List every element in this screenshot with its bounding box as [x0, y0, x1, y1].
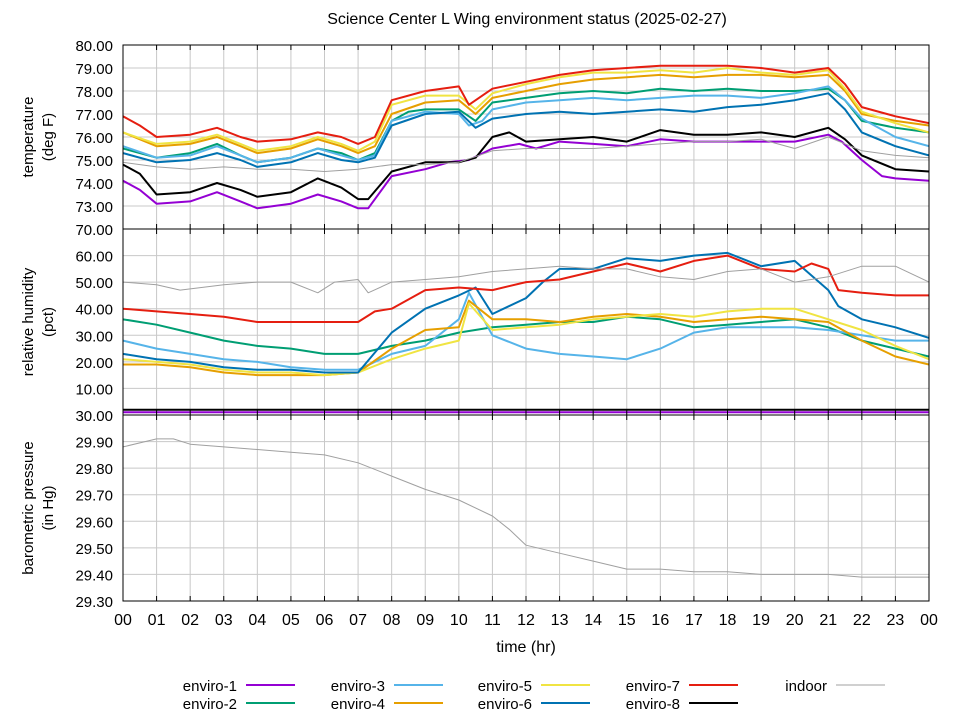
- legend-item-indoor: indoor: [785, 678, 885, 695]
- y-tick-label: 78.00: [75, 84, 113, 101]
- x-tick-label: 16: [651, 612, 669, 629]
- series-line-enviro-4: [123, 299, 929, 377]
- y-tick-label: 29.40: [75, 567, 113, 584]
- series-line-enviro-3: [123, 85, 929, 164]
- y-tick-label: 77.00: [75, 107, 113, 124]
- x-tick-label: 01: [148, 612, 166, 629]
- legend-item-enviro-4: enviro-4: [331, 696, 443, 713]
- y-tick-label: 30.00: [75, 328, 113, 345]
- legend-label: enviro-2: [183, 696, 237, 713]
- x-tick-label: 00: [114, 612, 132, 629]
- series-line-enviro-6: [123, 251, 929, 374]
- y-tick-label: 80.00: [75, 38, 113, 55]
- y-axis-label: relative humidity: [20, 267, 37, 376]
- series-group: [123, 438, 929, 578]
- y-axis-label: barometric pressure: [20, 441, 37, 574]
- y-tick-label: 75.00: [75, 153, 113, 170]
- y-tick-label: 29.30: [75, 594, 113, 611]
- x-tick-label: 12: [517, 612, 535, 629]
- legend-label: enviro-4: [331, 696, 385, 713]
- series-line-enviro-7: [123, 64, 929, 145]
- legend-label: enviro-5: [478, 678, 532, 695]
- x-tick-label: 03: [215, 612, 233, 629]
- x-tick-label: 04: [248, 612, 266, 629]
- series-line-enviro-5: [123, 67, 929, 152]
- x-tick-label: 23: [887, 612, 905, 629]
- legend-item-enviro-8: enviro-8: [626, 696, 738, 713]
- legend-item-enviro-3: enviro-3: [331, 678, 443, 695]
- legend-item-enviro-2: enviro-2: [183, 696, 295, 713]
- series-line-enviro-7: [123, 254, 929, 323]
- y-tick-label: 74.00: [75, 176, 113, 193]
- legend-label: enviro-7: [626, 678, 680, 695]
- y-tick-label: 73.00: [75, 199, 113, 216]
- y-tick-label: 29.70: [75, 488, 113, 505]
- x-tick-label: 19: [752, 612, 770, 629]
- x-tick-label: 00: [920, 612, 938, 629]
- y-tick-label: 29.80: [75, 461, 113, 478]
- series-line-enviro-3: [123, 291, 929, 371]
- y-tick-label: 79.00: [75, 61, 113, 78]
- x-tick-label: 02: [181, 612, 199, 629]
- x-tick-label: 15: [618, 612, 636, 629]
- y-tick-label: 29.60: [75, 514, 113, 531]
- series-line-indoor: [123, 136, 929, 172]
- x-axis-label: time (hr): [496, 639, 556, 656]
- legend-item-enviro-1: enviro-1: [183, 678, 295, 695]
- legend-label: enviro-1: [183, 678, 237, 695]
- series-group: [123, 64, 929, 210]
- panel-humidity: 10.00 20.00 30.00 40.00 50.00 60.00 70.00 relat…: [20, 222, 930, 416]
- x-tick-label: 18: [719, 612, 737, 629]
- legend-item-enviro-5: enviro-5: [478, 678, 590, 695]
- chart-title: Science Center L Wing environment status…: [327, 11, 727, 28]
- y-axis-label: (pct): [40, 307, 57, 337]
- x-tick-label: 21: [819, 612, 837, 629]
- series-line-indoor: [123, 438, 929, 578]
- y-tick-label: 30.00: [75, 408, 113, 425]
- y-tick-label: 29.50: [75, 541, 113, 558]
- x-tick-label: 11: [484, 612, 501, 629]
- x-tick-label: 17: [685, 612, 703, 629]
- x-tick-label: 22: [853, 612, 871, 629]
- x-tick-label: 05: [282, 612, 300, 629]
- x-tick-label: 10: [450, 612, 468, 629]
- y-tick-label: 76.00: [75, 130, 113, 147]
- legend-label: enviro-6: [478, 696, 532, 713]
- x-tick-label: 13: [551, 612, 569, 629]
- x-tick-label: 14: [584, 612, 602, 629]
- x-tick-label: 08: [383, 612, 401, 629]
- panel-pressure: 29.30 29.40 29.50 29.60 29.70 29.80 29.90 30.00…: [20, 408, 930, 611]
- y-axis-label: (in Hg): [40, 485, 57, 530]
- y-tick-label: 50.00: [75, 275, 113, 292]
- legend-item-enviro-7: enviro-7: [626, 678, 738, 695]
- series-line-enviro-4: [123, 73, 929, 155]
- series-line-enviro-8: [123, 126, 929, 201]
- legend-label: indoor: [785, 678, 827, 695]
- x-tick-label: 09: [416, 612, 434, 629]
- plot-layer: 73.00 74.00 75.00 76.00 77.00 78.00 79.00 80.00…: [20, 38, 938, 629]
- y-tick-label: 20.00: [75, 355, 113, 372]
- panel-temperature: 73.00 74.00 75.00 76.00 77.00 78.00 79.00 80.00…: [20, 38, 930, 230]
- x-tick-label: 07: [349, 612, 367, 629]
- series-line-enviro-5: [123, 302, 929, 377]
- series-line-indoor: [123, 265, 929, 294]
- x-tick-label: 06: [316, 612, 334, 629]
- legend-label: enviro-3: [331, 678, 385, 695]
- x-tick-label: 20: [786, 612, 804, 629]
- y-tick-label: 40.00: [75, 302, 113, 319]
- y-tick-label: 70.00: [75, 222, 113, 239]
- y-axis-label: temperature: [20, 97, 37, 178]
- series-line-enviro-6: [123, 92, 929, 168]
- legend-label: enviro-8: [626, 696, 680, 713]
- legend-item-enviro-6: enviro-6: [478, 696, 590, 713]
- series-line-enviro-1: [123, 133, 929, 210]
- y-tick-label: 29.90: [75, 435, 113, 452]
- y-tick-label: 10.00: [75, 381, 113, 398]
- y-axis-label: (deg F): [40, 113, 57, 161]
- y-tick-label: 60.00: [75, 249, 113, 266]
